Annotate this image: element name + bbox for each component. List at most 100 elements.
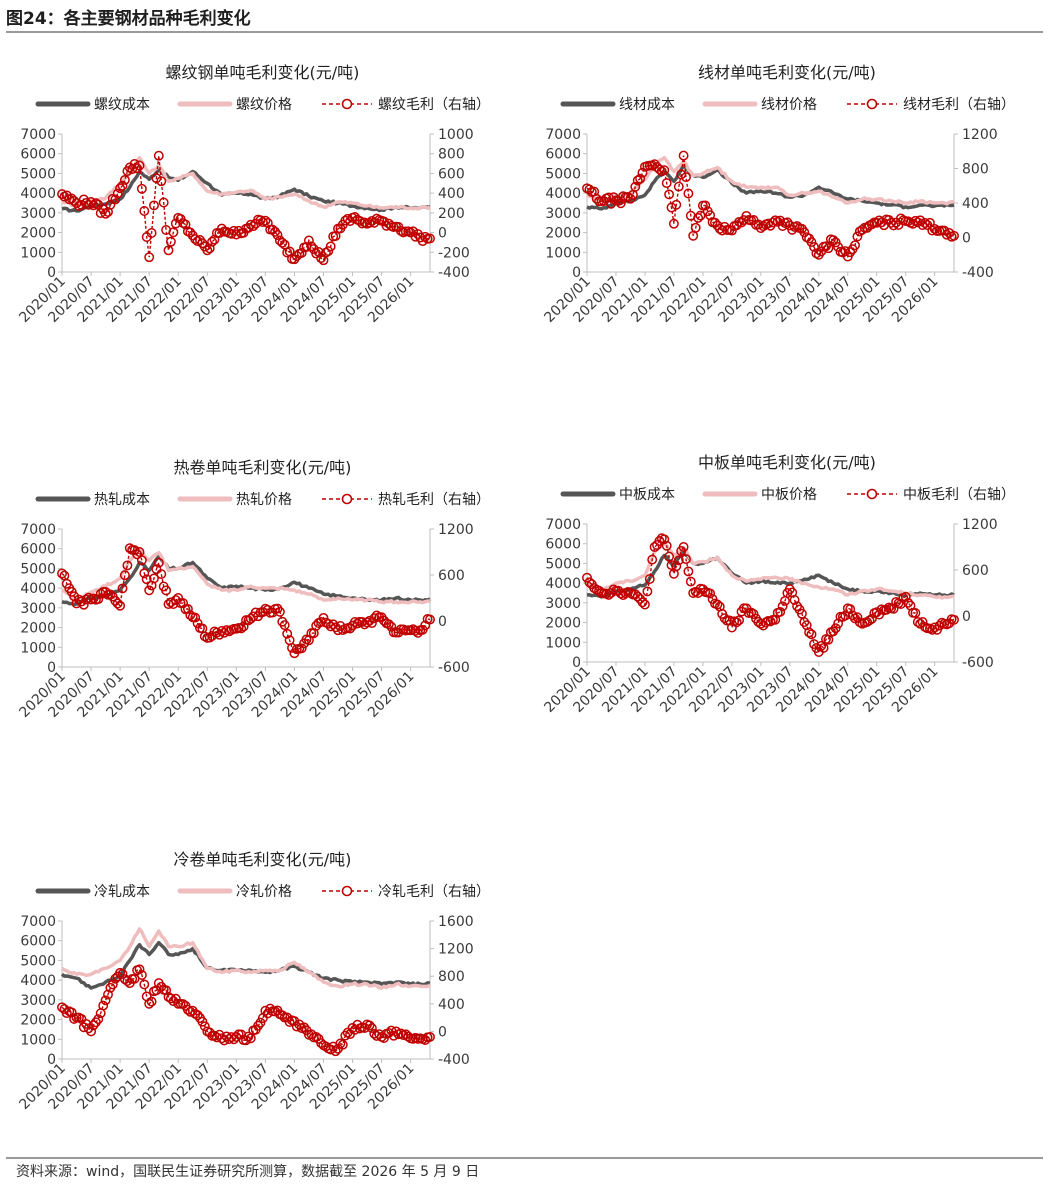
margin-point bbox=[659, 534, 670, 545]
margin-point bbox=[903, 597, 914, 608]
margin-point bbox=[238, 621, 249, 632]
margin-point bbox=[107, 979, 118, 990]
y-right-tick-label: 600 bbox=[438, 166, 465, 182]
margin-point bbox=[900, 591, 911, 602]
y-right-tick-label: 0 bbox=[438, 1024, 447, 1040]
source-note: 资料来源：wind，国联民生证券研究所测算，数据截至 2026 年 5 月 9 … bbox=[16, 1164, 480, 1180]
margin-point bbox=[144, 252, 155, 263]
y-left-tick-label: 1000 bbox=[545, 245, 581, 261]
margin-point bbox=[888, 220, 899, 231]
margin-markers bbox=[582, 533, 959, 657]
margin-point bbox=[279, 620, 290, 631]
margin-point bbox=[912, 617, 923, 627]
margin-point bbox=[765, 616, 776, 627]
margin-point bbox=[922, 220, 933, 230]
margin-point bbox=[927, 624, 938, 635]
chart-title: 热卷单吨毛利变化(元/吨) bbox=[174, 458, 352, 477]
y-right-tick-label: 1000 bbox=[438, 127, 474, 143]
margin-point bbox=[110, 973, 121, 984]
margin-point bbox=[185, 227, 196, 238]
y-right-tick-label: 1600 bbox=[438, 914, 474, 930]
margin-point bbox=[671, 199, 682, 210]
series-line-price bbox=[61, 927, 431, 990]
margin-point bbox=[941, 229, 952, 240]
margin-point bbox=[632, 175, 643, 186]
margin-point bbox=[693, 212, 704, 223]
chart-panel-crc: 冷卷单吨毛利变化(元/吨) 冷轧成本 冷轧价格 冷轧毛利（右轴） 0 1000 2000 30… bbox=[0, 845, 525, 1175]
y-left-tick-label: 3000 bbox=[20, 206, 56, 222]
margin-point bbox=[654, 536, 665, 546]
margin-point bbox=[262, 604, 273, 615]
margin-point bbox=[654, 164, 665, 175]
margin-point bbox=[202, 245, 213, 256]
margin-point bbox=[296, 247, 307, 258]
legend-label: 中板价格 bbox=[761, 487, 817, 503]
margin-point bbox=[163, 599, 174, 610]
y-left-tick-label: 7000 bbox=[545, 517, 581, 533]
y-left-tick-label: 4000 bbox=[20, 973, 56, 989]
margin-point bbox=[204, 243, 215, 254]
margin-point bbox=[915, 215, 926, 226]
y-right-tick-label: -400 bbox=[438, 1052, 470, 1068]
margin-point bbox=[649, 542, 660, 552]
margin-point bbox=[364, 615, 375, 626]
legend-label: 冷轧毛利（右轴） bbox=[378, 884, 490, 900]
margin-point bbox=[425, 233, 435, 244]
margin-point bbox=[927, 225, 938, 236]
margin-point bbox=[789, 595, 800, 605]
margin-point bbox=[695, 210, 706, 221]
margin-point bbox=[758, 221, 769, 232]
legend-label: 热轧毛利（右轴） bbox=[378, 492, 490, 508]
y-left-tick-label: 1000 bbox=[20, 640, 56, 656]
legend-item: 热轧毛利（右轴） bbox=[322, 492, 490, 508]
chart-hrc: 热卷单吨毛利变化(元/吨) 热轧成本 热轧价格 热轧毛利（右轴） 0 1000 2000 30… bbox=[16, 458, 490, 721]
margin-point bbox=[719, 613, 730, 624]
y-left-tick-label: 5000 bbox=[20, 953, 56, 969]
legend-label: 螺纹成本 bbox=[94, 97, 150, 113]
margin-point bbox=[734, 615, 745, 626]
margin-point bbox=[671, 561, 682, 572]
margin-point bbox=[767, 217, 778, 228]
margin-point bbox=[78, 599, 89, 610]
margin-point bbox=[57, 568, 67, 579]
margin-point bbox=[141, 574, 152, 585]
margin-point bbox=[366, 216, 377, 226]
margin-point bbox=[661, 178, 672, 189]
legend-label: 中板毛利（右轴） bbox=[903, 487, 1015, 503]
y-left-tick-label: 0 bbox=[572, 655, 581, 671]
margin-point bbox=[287, 642, 297, 653]
top-rule bbox=[6, 31, 1043, 33]
margin-point bbox=[136, 183, 147, 194]
margin-point bbox=[117, 968, 128, 979]
margin-point bbox=[647, 554, 658, 565]
series-line-cost bbox=[61, 167, 431, 213]
margin-point bbox=[731, 617, 742, 628]
margin-point bbox=[369, 613, 380, 624]
margin-point bbox=[132, 163, 143, 174]
margin-point bbox=[100, 208, 111, 219]
legend-item: 冷轧价格 bbox=[177, 884, 292, 900]
margin-point bbox=[630, 181, 641, 192]
margin-point bbox=[272, 230, 283, 240]
margin-point bbox=[262, 218, 273, 228]
margin-point bbox=[115, 600, 126, 611]
margin-point bbox=[98, 1000, 109, 1011]
y-left-tick-label: 2000 bbox=[20, 621, 56, 637]
margin-point bbox=[168, 227, 179, 238]
margin-point bbox=[623, 192, 633, 202]
margin-point bbox=[866, 219, 877, 230]
margin-point bbox=[809, 241, 819, 252]
y-right-tick-label: 0 bbox=[962, 231, 971, 247]
legend-marker bbox=[866, 488, 878, 500]
y-left-tick-label: 4000 bbox=[545, 576, 581, 592]
margin-point bbox=[642, 586, 653, 597]
margin-point bbox=[165, 993, 176, 1004]
margin-point bbox=[90, 198, 101, 209]
y-right-tick-label: 0 bbox=[438, 226, 447, 242]
legend-item: 热轧价格 bbox=[177, 492, 292, 508]
margin-point bbox=[178, 999, 189, 1010]
margin-point bbox=[199, 1021, 210, 1032]
margin-point bbox=[383, 619, 394, 630]
margin-point bbox=[420, 231, 431, 242]
margin-markers bbox=[582, 150, 959, 262]
